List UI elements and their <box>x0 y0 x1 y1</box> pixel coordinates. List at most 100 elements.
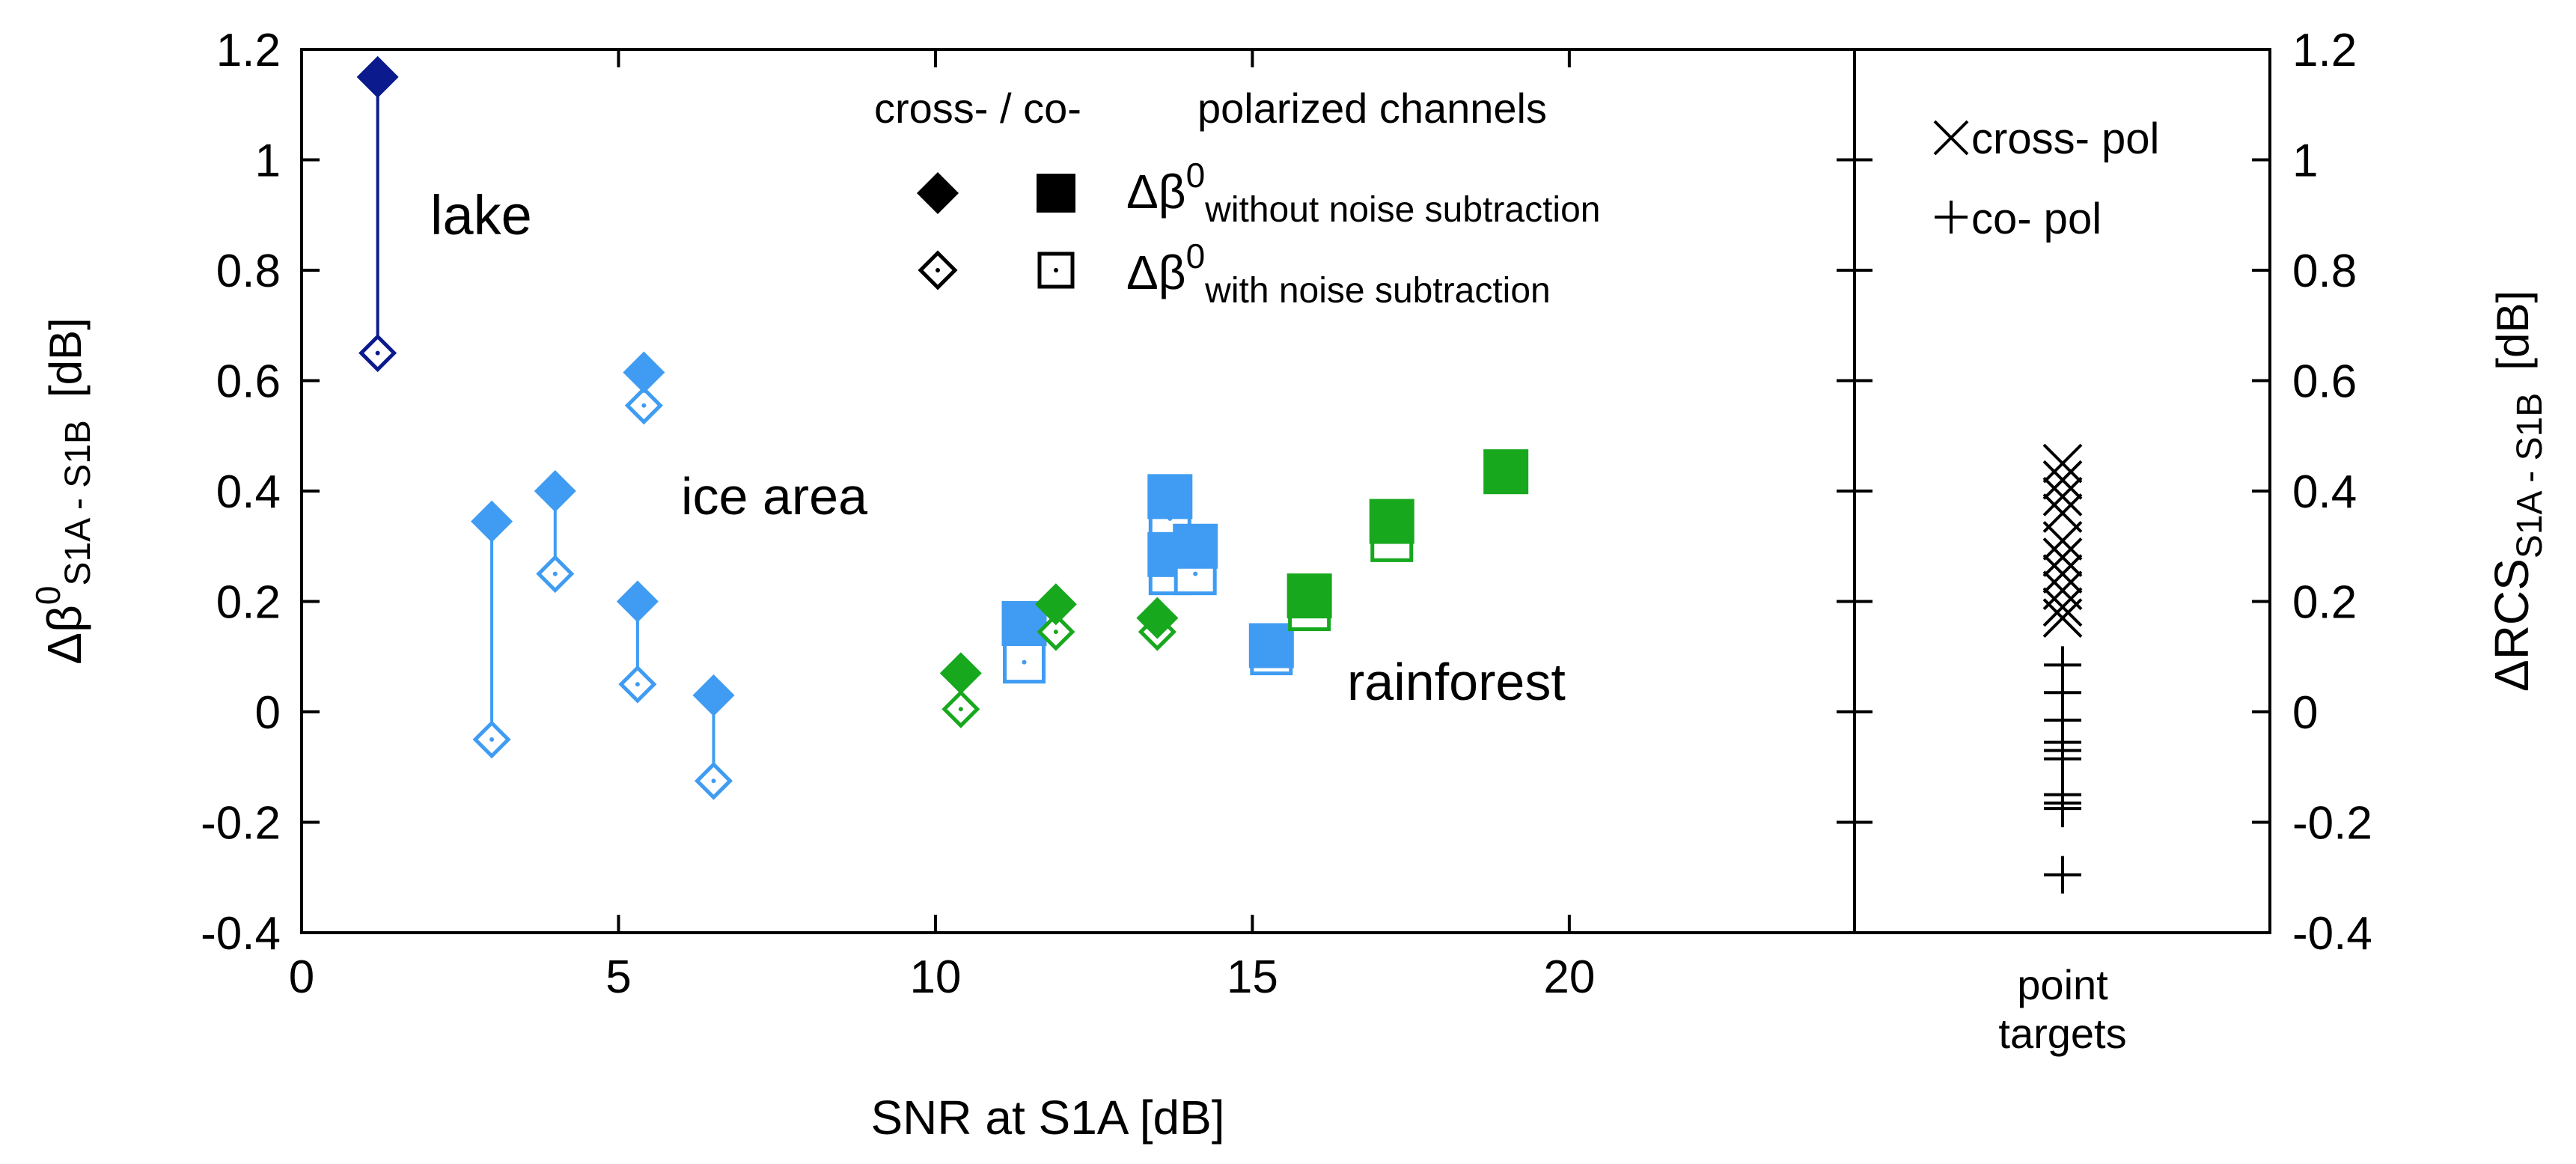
x-axis-title: SNR at S1A [dB] <box>870 1091 1224 1145</box>
point-without-noise-subtraction <box>356 55 399 98</box>
legend-with-sup: 0 <box>1186 237 1206 275</box>
x-tick-label: 10 <box>909 951 961 1003</box>
y-axis-title-unit: [dB] <box>40 317 91 397</box>
region-label-lake: lake <box>430 184 532 246</box>
legend-co-pol: co- pol <box>1971 195 2102 243</box>
y2-tick-label: 0.8 <box>2292 246 2357 297</box>
y-tick-label: -0.4 <box>201 908 281 960</box>
x-tick-label: 20 <box>1543 951 1595 1003</box>
y-tick-label: 1 <box>255 135 281 187</box>
legend-without-sub: without noise subtraction <box>1204 190 1600 230</box>
y2-tick-label: 0.2 <box>2292 577 2357 629</box>
co-pol-target <box>2044 856 2081 894</box>
point-center-dot <box>1053 630 1058 635</box>
legend-with-main: Δβ <box>1126 246 1186 299</box>
point-center-dot <box>958 707 963 712</box>
legend-open-square-icon <box>1037 252 1075 289</box>
point-without-noise-subtraction <box>1248 623 1294 668</box>
point-without-noise-subtraction <box>1136 597 1179 639</box>
y2-axis-title-sub: S1A - S1B <box>2510 393 2550 558</box>
point-without-noise-subtraction <box>471 500 513 543</box>
point-targets-label-line2: targets <box>1998 1010 2126 1057</box>
y2-axis-title: ΔRCSS1A - S1B [dB] <box>2485 290 2550 692</box>
x-tick-label: 0 <box>289 951 314 1003</box>
point-without-noise-subtraction <box>623 351 665 394</box>
point-without-noise-subtraction <box>1369 499 1414 544</box>
point-without-noise-subtraction <box>1287 573 1332 619</box>
y-tick-label: 0.6 <box>216 356 281 408</box>
y-tick-label: -0.2 <box>201 798 281 850</box>
cross-pol-target <box>2042 598 2083 639</box>
y2-tick-label: 0.6 <box>2292 356 2357 408</box>
legend-with-sub: with noise subtraction <box>1204 271 1551 311</box>
y-axis-title-sub: S1A - S1B <box>58 420 98 585</box>
cross-pol-target <box>2042 476 2083 517</box>
point-without-noise-subtraction <box>939 652 982 695</box>
region-label-rainforest: rainforest <box>1347 653 1566 711</box>
point-without-noise-subtraction <box>1001 601 1047 646</box>
legend-without-main: Δβ <box>1126 165 1186 219</box>
legend: cross- / co- polarized channels Δβ0witho… <box>874 85 1600 311</box>
svg-text:Δβ0without noise subtraction: Δβ0without noise subtraction <box>1126 156 1600 230</box>
y-tick-label: 1.2 <box>216 25 281 76</box>
svg-text:Δβ0with noise subtraction: Δβ0with noise subtraction <box>1126 237 1551 311</box>
point-center-dot <box>635 682 640 687</box>
point-without-noise-subtraction <box>1483 449 1529 495</box>
y2-axis-title-unit: [dB] <box>2488 290 2538 371</box>
series-lake <box>356 55 399 373</box>
x-tick-label: 5 <box>605 951 631 1003</box>
legend-without-sup: 0 <box>1186 156 1206 195</box>
legend-open-diamond-icon <box>918 250 958 290</box>
cross-pol-target <box>2042 587 2083 627</box>
co-pol-target <box>2044 740 2081 778</box>
svg-text:ΔRCSS1A - S1B[dB]: ΔRCSS1A - S1B [dB] <box>2485 290 2550 692</box>
y2-tick-label: 1.2 <box>2292 25 2357 76</box>
point-center-dot <box>1022 659 1027 665</box>
point-center-dot <box>711 778 716 784</box>
plot-frame <box>300 48 2271 934</box>
cross-pol-target <box>2042 554 2083 594</box>
y2-tick-label: 0 <box>2292 687 2318 739</box>
legend-filled-square-icon <box>1037 174 1075 213</box>
point-without-noise-subtraction <box>1147 474 1193 519</box>
point-without-noise-subtraction <box>692 674 735 716</box>
legend-plus-icon <box>1935 201 1968 234</box>
svg-text:Δβ0S1A - S1B[dB]: Δβ0S1A - S1B [dB] <box>28 317 98 664</box>
point-target-marks <box>2042 443 2083 894</box>
y-tick-label: 0.4 <box>216 466 281 518</box>
cross-pol-target <box>2042 460 2083 500</box>
cross-pol-target <box>2042 570 2083 611</box>
point-center-dot <box>489 737 495 742</box>
y-axis-title: Δβ0S1A - S1B [dB] <box>28 317 98 664</box>
cross-pol-target <box>2042 493 2083 533</box>
point-without-noise-subtraction <box>1173 523 1218 569</box>
y-axis-title-main: Δβ <box>37 605 91 665</box>
point-target-legend: cross- pol co- pol <box>1933 115 2159 243</box>
legend-filled-diamond-icon <box>917 172 959 214</box>
legend-title-right: polarized channels <box>1197 85 1547 132</box>
series-rainforest <box>939 449 1529 728</box>
point-without-noise-subtraction <box>616 580 659 623</box>
point-center-dot <box>1193 571 1198 576</box>
data-marks <box>356 55 1529 800</box>
y2-tick-label: 0.4 <box>2292 466 2357 518</box>
cross-pol-target <box>2042 520 2083 561</box>
y-axis-title-sup: 0 <box>28 586 67 606</box>
y2-tick-label: -0.2 <box>2292 798 2372 850</box>
y2-tick-label: 1 <box>2292 135 2318 187</box>
cross-pol-target <box>2042 443 2083 484</box>
y-tick-label: 0.8 <box>216 246 281 297</box>
y2-axis-title-main: ΔRCS <box>2485 558 2539 692</box>
point-targets-label-line1: point <box>2017 961 2108 1008</box>
point-center-dot <box>552 571 558 576</box>
y-tick-label: 0 <box>255 687 281 739</box>
point-center-dot <box>375 350 380 356</box>
co-pol-target <box>2044 790 2081 828</box>
point-without-noise-subtraction <box>1034 583 1077 626</box>
point-without-noise-subtraction <box>534 470 576 512</box>
legend-cross-icon <box>1933 120 1969 156</box>
axes: -0.4 -0.2 0 0.2 0.4 0.6 0.8 1 1.2 -0.4 -0.2 0 0.2 0.4… <box>201 25 2372 1003</box>
point-center-dot <box>641 403 647 408</box>
cross-pol-target <box>2042 537 2083 577</box>
